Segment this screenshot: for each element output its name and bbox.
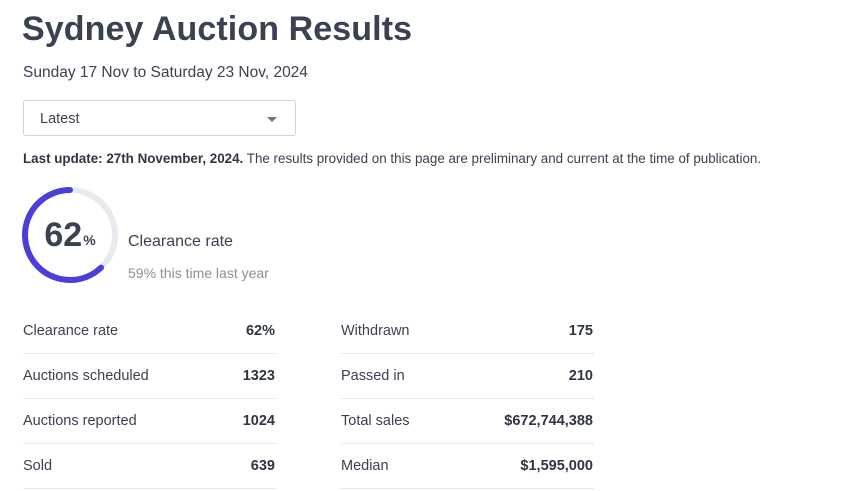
gauge-arc <box>22 187 118 283</box>
stat-row: Auctions scheduled 1323 <box>23 355 276 399</box>
stat-value: 175 <box>568 323 593 339</box>
gauge-ring <box>22 187 118 283</box>
stat-label: Passed in <box>341 368 405 384</box>
last-update-date: Last update: 27th November, 2024. <box>23 151 244 166</box>
period-select-value: Latest <box>40 111 80 127</box>
stat-row: Passed in 210 <box>341 355 594 399</box>
stat-label: Sold <box>23 458 53 474</box>
clearance-rate-gauge: 62% <box>21 186 119 284</box>
gauge-number: 62 <box>44 216 83 254</box>
gauge-value: 62% <box>21 186 119 284</box>
stat-label: Auctions reported <box>23 413 137 429</box>
stat-label: Withdrawn <box>341 323 410 339</box>
stat-value: $1,595,000 <box>520 458 593 474</box>
stat-row: Auctions reported 1024 <box>23 400 276 444</box>
clearance-rate-label: Clearance rate <box>128 233 233 250</box>
stat-row: Total sales $672,744,388 <box>341 400 594 444</box>
stat-row: Withdrawn 175 <box>341 310 594 354</box>
chevron-down-icon <box>267 117 277 122</box>
stat-value: 210 <box>568 368 593 384</box>
gauge-unit: % <box>83 232 96 248</box>
stat-label: Clearance rate <box>23 323 119 339</box>
period-select[interactable]: Latest <box>23 100 296 136</box>
clearance-last-year: 59% this time last year <box>128 265 269 281</box>
stats-right-column: Withdrawn 175 Passed in 210 Total sales … <box>341 310 594 489</box>
page-title: Sydney Auction Results <box>22 10 413 48</box>
stat-row: Clearance rate 62% <box>23 310 276 354</box>
last-update-note: Last update: 27th November, 2024. The re… <box>23 151 761 166</box>
stats-left-column: Clearance rate 62% Auctions scheduled 13… <box>23 310 276 489</box>
stat-label: Median <box>341 458 389 474</box>
stat-row: Sold 639 <box>23 445 276 489</box>
stat-value: 639 <box>250 458 275 474</box>
stat-value: $672,744,388 <box>504 413 593 429</box>
stat-row: Median $1,595,000 <box>341 445 594 489</box>
stat-label: Auctions scheduled <box>23 368 149 384</box>
stat-value: 1024 <box>242 413 275 429</box>
stat-label: Total sales <box>341 413 410 429</box>
stat-value: 1323 <box>242 368 275 384</box>
date-range: Sunday 17 Nov to Saturday 23 Nov, 2024 <box>23 64 308 81</box>
preliminary-disclaimer: The results provided on this page are pr… <box>243 151 762 166</box>
stat-value: 62% <box>245 323 275 339</box>
